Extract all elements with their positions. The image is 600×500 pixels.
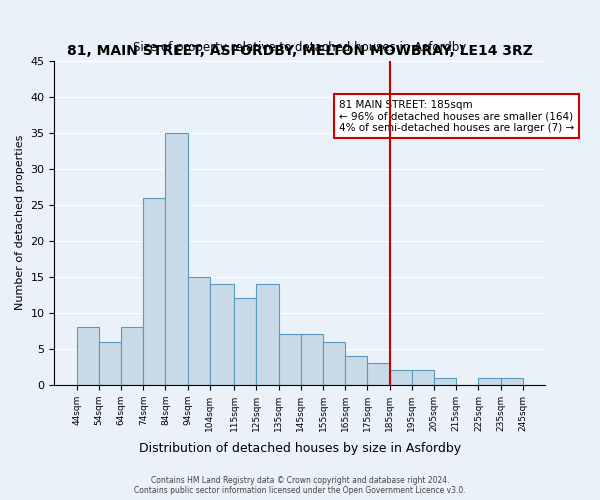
Bar xyxy=(166,132,188,385)
Bar xyxy=(256,284,278,385)
Y-axis label: Number of detached properties: Number of detached properties xyxy=(15,135,25,310)
Bar xyxy=(478,378,500,385)
Title: 81, MAIN STREET, ASFORDBY, MELTON MOWBRAY, LE14 3RZ: 81, MAIN STREET, ASFORDBY, MELTON MOWBRA… xyxy=(67,44,533,58)
Bar xyxy=(188,277,210,385)
Bar xyxy=(323,342,345,385)
Text: Contains HM Land Registry data © Crown copyright and database right 2024.
Contai: Contains HM Land Registry data © Crown c… xyxy=(134,476,466,495)
Text: Size of property relative to detached houses in Asfordby: Size of property relative to detached ho… xyxy=(133,41,466,54)
Bar xyxy=(412,370,434,385)
Bar xyxy=(500,378,523,385)
Bar xyxy=(77,327,99,385)
Bar xyxy=(234,298,256,385)
Bar xyxy=(278,334,301,385)
Bar xyxy=(389,370,412,385)
Bar xyxy=(345,356,367,385)
Text: 81 MAIN STREET: 185sqm
← 96% of detached houses are smaller (164)
4% of semi-det: 81 MAIN STREET: 185sqm ← 96% of detached… xyxy=(339,100,574,133)
Bar xyxy=(434,378,456,385)
Bar xyxy=(367,363,389,385)
Bar xyxy=(210,284,234,385)
Bar xyxy=(143,198,166,385)
Bar xyxy=(301,334,323,385)
Bar xyxy=(121,327,143,385)
Bar xyxy=(99,342,121,385)
X-axis label: Distribution of detached houses by size in Asfordby: Distribution of detached houses by size … xyxy=(139,442,461,455)
